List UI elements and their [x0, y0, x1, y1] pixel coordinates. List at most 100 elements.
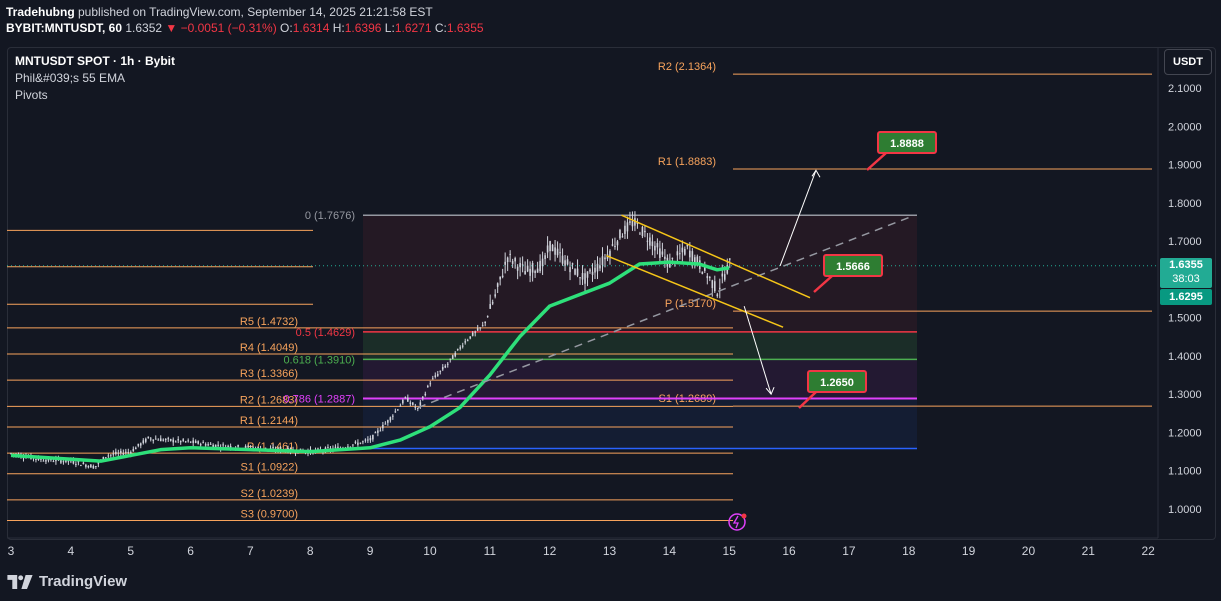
candle-body — [184, 441, 187, 443]
arrow-down-line — [743, 306, 772, 395]
pivot-label-R3: R3 (1.3366) — [240, 368, 298, 380]
candle-body — [97, 462, 100, 464]
ema-55-line — [10, 260, 730, 463]
candle-body — [85, 464, 87, 467]
candle-body — [541, 258, 544, 267]
candle-body — [511, 261, 514, 264]
candle-body — [377, 430, 379, 433]
candle-body — [714, 281, 716, 292]
candle-body — [352, 444, 354, 446]
candle-body — [359, 442, 362, 444]
candle-body — [716, 294, 719, 297]
candle-body — [718, 287, 721, 289]
candle-body — [639, 233, 641, 235]
candle-body — [516, 266, 519, 271]
candle-body — [87, 466, 90, 468]
candle-body — [504, 261, 506, 265]
candle-body — [436, 374, 439, 376]
target-box-2 — [807, 370, 867, 393]
candle-body — [137, 443, 140, 446]
low-value: 1.6271 — [394, 21, 432, 35]
legend-symbol[interactable]: MNTUSDT SPOT · 1h · Bybit — [15, 54, 175, 68]
candle-body — [728, 258, 731, 260]
candle-body — [127, 451, 130, 453]
candle-body — [347, 446, 349, 448]
candle-body — [182, 439, 185, 441]
pivot-label-R1: R1 (1.2144) — [240, 415, 298, 427]
candle-body — [641, 226, 644, 237]
candle-body — [199, 443, 202, 446]
currency-unit-button[interactable]: USDT — [1164, 49, 1212, 75]
channel-lower-line — [606, 254, 784, 328]
low-label: L: — [384, 21, 395, 35]
candle-body — [189, 441, 192, 443]
candle-body — [257, 446, 259, 448]
candle-body — [157, 439, 160, 441]
candle-body — [369, 438, 372, 441]
candle-body — [152, 439, 155, 441]
candle-body — [484, 321, 486, 324]
target-pointer-2 — [798, 391, 817, 409]
last-price: 1.6352 — [125, 21, 163, 35]
candle-body — [661, 251, 664, 255]
candle-body — [439, 370, 442, 372]
high-label: H: — [332, 21, 345, 35]
candle-body — [252, 447, 254, 449]
high-value: 1.6396 — [344, 21, 382, 35]
candle-body — [187, 440, 189, 442]
candle-body — [40, 458, 42, 460]
close-value: 1.6355 — [446, 21, 484, 35]
candle-body — [536, 268, 539, 273]
candle-body — [611, 244, 614, 246]
candle-body — [426, 385, 429, 388]
candle-body — [506, 257, 509, 263]
candle-body — [244, 446, 247, 449]
candle-body — [694, 257, 696, 263]
candle-body — [372, 434, 374, 440]
target-box-0 — [877, 131, 937, 154]
pivot-label-R2: R2 (1.2683) — [240, 394, 298, 406]
arrow-down-head — [765, 386, 775, 396]
candle-body — [384, 423, 387, 425]
candle-body — [399, 405, 402, 407]
candle-body — [72, 460, 75, 464]
author-name[interactable]: Tradehubng — [6, 5, 75, 19]
target-pointer-1 — [813, 275, 833, 293]
candle-body — [125, 451, 127, 453]
candle-body — [491, 302, 494, 304]
candle-body — [382, 424, 384, 429]
candle-body — [514, 258, 516, 262]
candle-body — [217, 444, 219, 446]
candle-body — [659, 248, 661, 258]
candle-body — [122, 453, 125, 455]
candle-body — [546, 245, 549, 253]
candle-body — [42, 460, 45, 462]
candle-body — [461, 345, 464, 347]
last-price-tag: 1.6355 38:03 — [1160, 258, 1212, 288]
candle-body — [486, 316, 489, 318]
pivot-label-S2: S2 (1.0239) — [241, 488, 298, 500]
legend-ema[interactable]: Phil&#039;s 55 EMA — [15, 71, 126, 85]
y-tick-1.8000: 1.8000 — [1168, 198, 1202, 210]
y-tick-1.0000: 1.0000 — [1168, 504, 1202, 516]
fib-label-0.618: 0.618 (1.3910) — [283, 354, 355, 366]
footer-brand: TradingView — [7, 573, 127, 590]
candle-body — [451, 355, 454, 359]
y-tick-1.5000: 1.5000 — [1168, 313, 1202, 325]
candle-body — [599, 265, 601, 269]
candle-body — [434, 375, 437, 377]
alert-icon — [728, 513, 746, 531]
legend-pivots[interactable]: Pivots — [15, 88, 48, 102]
candle-body — [227, 445, 229, 447]
candle-body — [417, 407, 419, 409]
candle-body — [616, 241, 619, 246]
candle-body — [594, 267, 596, 273]
alert-dot-icon — [741, 513, 747, 519]
publish-info: published on TradingView.com, September … — [74, 5, 433, 19]
candle-body — [144, 438, 147, 442]
candle-body — [419, 402, 422, 406]
chart-frame — [7, 47, 1216, 540]
candle-body — [454, 352, 457, 357]
brand-name[interactable]: TradingView — [39, 573, 128, 590]
